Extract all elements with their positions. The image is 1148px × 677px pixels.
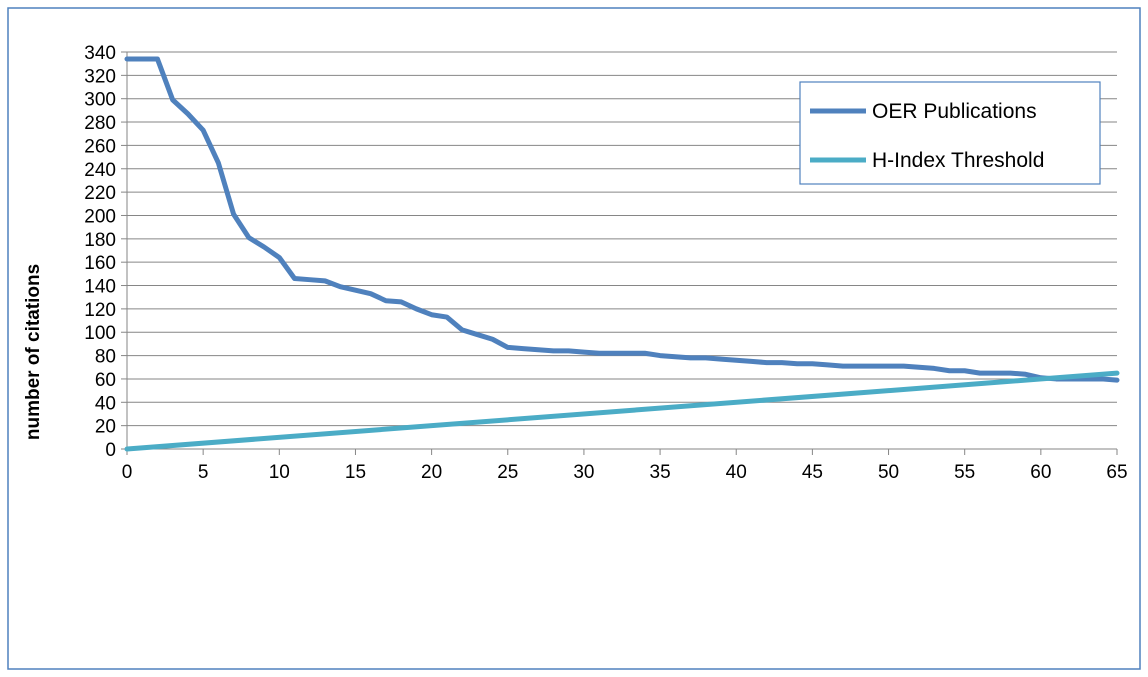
y-tick-label-80: 80 [95,347,116,368]
y-tick-label-100: 100 [84,323,116,344]
x-tick-label-5: 5 [198,462,209,483]
legend-label-oer-publications: OER Publications [872,100,1037,123]
x-tick-label-50: 50 [878,462,899,483]
x-tick-label-20: 20 [421,462,442,483]
y-tick-label-120: 120 [84,300,116,321]
legend-label-h-index-threshold: H-Index Threshold [872,149,1044,172]
x-tick-label-40: 40 [726,462,747,483]
y-tick-label-200: 200 [84,206,116,227]
y-tick-label-320: 320 [84,66,116,87]
series-line-h-index-threshold [124,370,1120,452]
y-tick-label-280: 280 [84,113,116,134]
x-tick-label-30: 30 [573,462,594,483]
y-tick-label-260: 260 [84,136,116,157]
y-tick-label-140: 140 [84,277,116,298]
y-axis-title: number of citations [23,264,44,440]
series-lines [124,56,1120,452]
y-tick-label-220: 220 [84,183,116,204]
y-tick-label-0: 0 [105,440,116,461]
y-tick-label-180: 180 [84,230,116,251]
axes: 0204060801001201401601802002202402602803… [84,43,1127,483]
x-tick-label-45: 45 [802,462,823,483]
x-tick-label-60: 60 [1030,462,1051,483]
y-tick-label-300: 300 [84,90,116,111]
x-tick-label-25: 25 [497,462,518,483]
x-tick-label-15: 15 [345,462,366,483]
y-tick-label-340: 340 [84,43,116,64]
y-tick-label-20: 20 [95,417,116,438]
gridlines [127,51,1117,427]
x-tick-label-0: 0 [122,462,133,483]
y-tick-label-240: 240 [84,160,116,181]
y-tick-label-160: 160 [84,253,116,274]
x-tick-label-65: 65 [1106,462,1127,483]
y-tick-label-60: 60 [95,370,116,391]
x-tick-label-35: 35 [650,462,671,483]
x-tick-label-55: 55 [954,462,975,483]
y-tick-label-40: 40 [95,393,116,414]
legend-box [799,81,1101,185]
x-tick-label-10: 10 [269,462,290,483]
series-line-oer-publications [124,56,1120,383]
legend: OER Publications H-Index Threshold [799,81,1101,185]
